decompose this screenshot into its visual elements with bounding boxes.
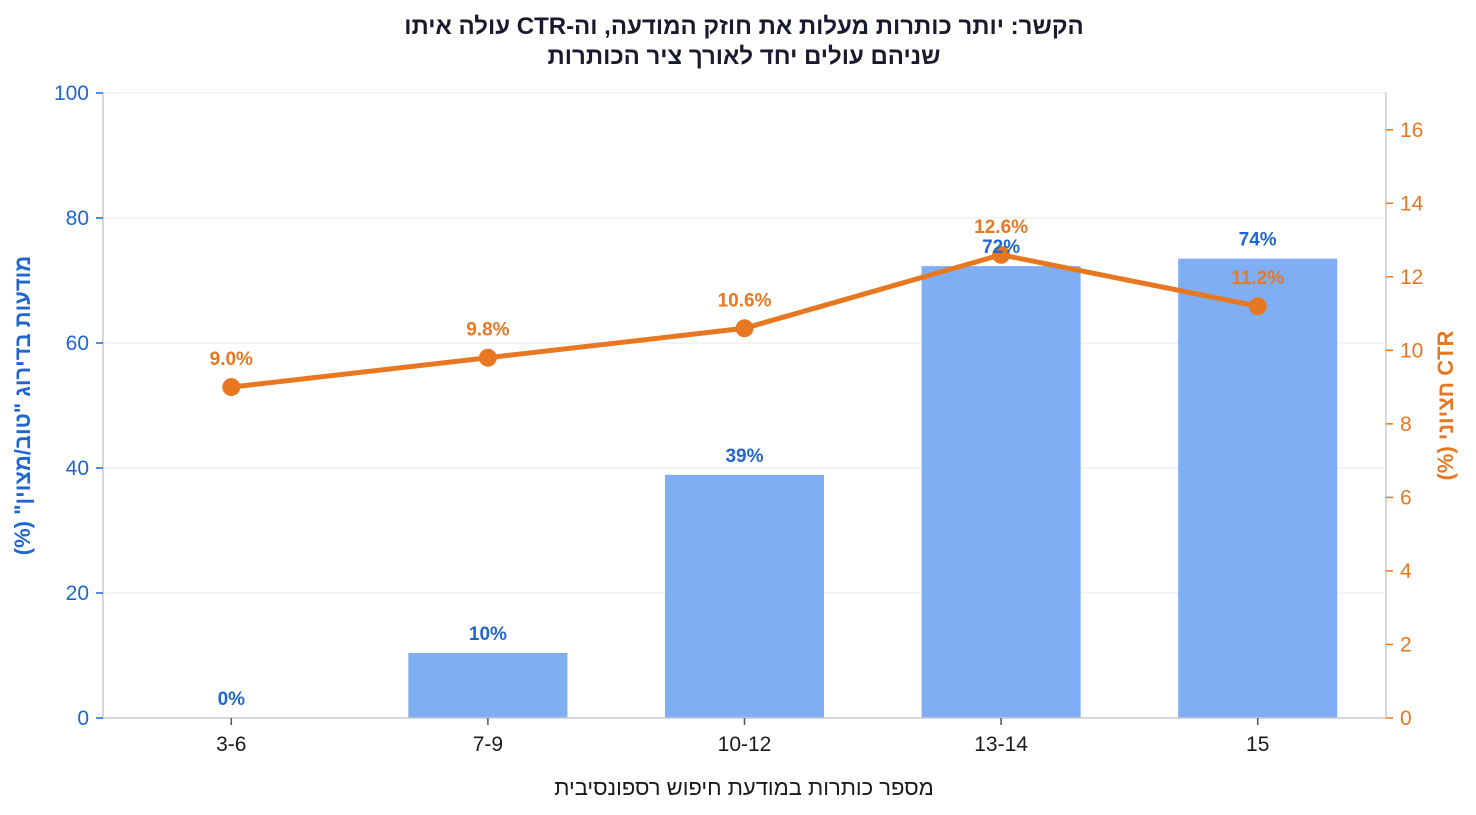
ctr-point (478, 348, 497, 367)
y-left-tick-label: 40 (66, 457, 89, 480)
bar-value-label: 39% (725, 446, 763, 467)
y-left-tick-label: 20 (66, 582, 89, 605)
ctr-point (735, 319, 754, 338)
ctr-value-label: 9.8% (466, 320, 509, 341)
y-right-tick-label: 8 (1400, 413, 1412, 436)
y-right-tick-label: 2 (1400, 633, 1412, 656)
y-left-tick-label: 0 (77, 707, 89, 730)
bar-value-label: 10% (469, 624, 507, 645)
bar-value-label: 0% (218, 689, 246, 710)
bar (1178, 258, 1338, 718)
y-right-tick-label: 12 (1400, 266, 1423, 289)
y-left-tick-label: 60 (66, 332, 89, 355)
x-tick-label: 13-14 (974, 733, 1028, 756)
y-axis-right-title: CTR חציוני (%) (1433, 330, 1458, 480)
line-series (222, 245, 1267, 397)
y-right-tick-label: 4 (1400, 560, 1412, 583)
x-tick-label: 7-9 (473, 733, 503, 756)
ctr-value-label: 10.6% (718, 290, 772, 311)
ctr-point (1248, 297, 1267, 316)
ctr-value-label: 9.0% (210, 349, 253, 370)
y-axis-left-title: מודעות בדירוג "טוב/מצוין" (%) (10, 256, 35, 556)
x-tick-label: 3-6 (216, 733, 246, 756)
x-tick-label: 15 (1246, 733, 1269, 756)
x-tick-label: 10-12 (718, 733, 772, 756)
chart-title-line-1: הקשר: יותר כותרות מעלות את חוזק המודעה, … (404, 13, 1083, 40)
y-right-tick-label: 14 (1400, 192, 1424, 215)
y-right-tick-label: 6 (1400, 486, 1412, 509)
ctr-point (992, 245, 1011, 264)
y-left-tick-label: 100 (54, 82, 89, 105)
y-left-tick-label: 80 (66, 207, 89, 230)
data-labels: 0% 10% 39% 72% 74% 9.0% 9.8% 10.6% 12.6% 11.2% (210, 217, 1285, 710)
ctr-value-label: 12.6% (974, 217, 1028, 238)
axes: 0 20 40 60 80 100 0 2 4 6 8 10 12 14 16 3-6 7-9 10-12 13-1… (54, 82, 1424, 756)
bar-value-label: 72% (982, 237, 1020, 258)
bar-series (408, 258, 1338, 718)
chart-title-line-2: שניהם עולים יחד לאורך ציר הכותרות (548, 43, 941, 70)
ctr-value-label: 11.2% (1231, 268, 1284, 289)
x-axis-title: מספר כותרות במודעת חיפוש רספונסיבית (554, 775, 934, 800)
ctr-point (222, 378, 241, 397)
bar (408, 653, 568, 718)
bar (664, 474, 825, 718)
bar (921, 266, 1081, 718)
y-right-tick-label: 0 (1400, 707, 1412, 730)
y-right-tick-label: 16 (1400, 119, 1423, 142)
bar-value-label: 74% (1239, 230, 1277, 251)
y-right-tick-label: 10 (1400, 339, 1423, 362)
